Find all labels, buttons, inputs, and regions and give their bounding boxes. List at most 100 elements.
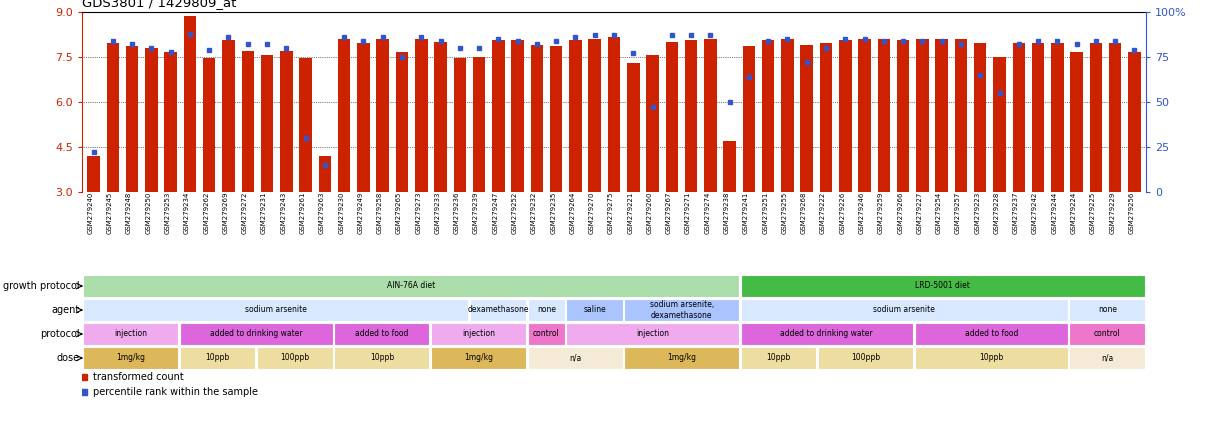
Text: none: none [537,305,556,314]
Text: added to food: added to food [356,329,409,338]
Bar [511,40,523,192]
Bar [83,323,178,345]
Text: GSM279255: GSM279255 [781,192,788,234]
Bar [955,39,967,192]
Text: GSM279257: GSM279257 [955,192,961,234]
Text: GSM279226: GSM279226 [839,192,845,234]
Text: GSM279230: GSM279230 [338,192,344,234]
Bar [180,323,333,345]
Bar [528,323,564,345]
Text: GSM279241: GSM279241 [743,192,749,234]
Text: GSM279259: GSM279259 [878,192,884,234]
Bar [704,39,716,192]
Bar [376,39,390,192]
Text: injection: injection [113,329,147,338]
Text: GSM279254: GSM279254 [936,192,942,234]
Bar [625,299,739,321]
Text: GSM279263: GSM279263 [318,192,324,234]
Text: GSM279253: GSM279253 [165,192,171,234]
Text: 10ppb: 10ppb [370,353,394,362]
Bar [859,39,871,192]
Bar [1013,44,1025,192]
Bar [625,348,739,369]
Text: GSM279234: GSM279234 [185,192,189,234]
Text: GSM279268: GSM279268 [801,192,807,234]
Text: n/a: n/a [569,353,581,362]
Bar [434,42,446,192]
Bar [473,57,485,192]
Text: AIN-76A diet: AIN-76A diet [387,281,435,290]
Text: injection: injection [637,329,669,338]
Text: GSM279262: GSM279262 [204,192,209,234]
Text: GSM279244: GSM279244 [1052,192,1058,234]
Bar [1070,323,1146,345]
Bar [1071,52,1083,192]
Text: GSM279236: GSM279236 [453,192,459,234]
Bar [1052,44,1064,192]
Text: 1mg/kg: 1mg/kg [667,353,696,362]
Text: GSM279249: GSM279249 [357,192,363,234]
Text: transformed count: transformed count [93,372,183,382]
Text: 10ppb: 10ppb [766,353,791,362]
Text: GSM279265: GSM279265 [396,192,402,234]
Bar [569,40,581,192]
Bar [740,348,816,369]
Bar [83,299,468,321]
Text: LRD-5001 diet: LRD-5001 diet [915,281,971,290]
Bar [145,48,158,192]
Bar [974,44,987,192]
Bar [469,299,526,321]
Text: GSM279245: GSM279245 [107,192,113,234]
Bar [299,59,312,192]
Text: 100ppb: 100ppb [851,353,880,362]
Text: GSM279239: GSM279239 [473,192,479,234]
Bar [528,299,564,321]
Bar [685,40,697,192]
Text: GDS3801 / 1429809_at: GDS3801 / 1429809_at [82,0,236,9]
Text: GSM279275: GSM279275 [608,192,614,234]
Text: GSM279243: GSM279243 [280,192,286,234]
Text: GSM279248: GSM279248 [127,192,133,234]
Bar [1089,44,1102,192]
Text: GSM279231: GSM279231 [260,192,267,234]
Bar [1108,44,1122,192]
Bar [125,47,139,192]
Bar [897,40,909,192]
Bar [914,323,1067,345]
Bar [260,56,274,192]
Text: added to food: added to food [965,329,1018,338]
Text: GSM279252: GSM279252 [511,192,517,234]
Bar [801,45,813,192]
Text: sodium arsenite: sodium arsenite [245,305,306,314]
Text: GSM279273: GSM279273 [415,192,421,234]
Text: dose: dose [57,353,80,363]
Text: 1mg/kg: 1mg/kg [464,353,493,362]
Text: GSM279264: GSM279264 [569,192,575,234]
Text: 10ppb: 10ppb [205,353,229,362]
Text: GSM279222: GSM279222 [820,192,826,234]
Bar [431,323,526,345]
Text: GSM279232: GSM279232 [531,192,537,234]
Bar [1070,348,1146,369]
Bar [531,45,543,192]
Bar [431,348,526,369]
Text: GSM279240: GSM279240 [88,192,94,234]
Text: injection: injection [462,329,496,338]
Text: GSM279260: GSM279260 [646,192,652,234]
Text: GSM279224: GSM279224 [1071,192,1077,234]
Bar [762,40,774,192]
Text: control: control [1094,329,1120,338]
Text: GSM279266: GSM279266 [897,192,903,234]
Bar [415,39,427,192]
Bar [839,40,851,192]
Bar [396,52,409,192]
Text: GSM279223: GSM279223 [974,192,980,234]
Bar [1070,299,1146,321]
Bar [164,52,177,192]
Text: saline: saline [584,305,607,314]
Text: GSM279221: GSM279221 [627,192,633,234]
Text: GSM279261: GSM279261 [299,192,305,234]
Bar [222,40,235,192]
Text: sodium arsenite,
dexamethasone: sodium arsenite, dexamethasone [650,300,714,320]
Text: added to drinking water: added to drinking water [780,329,873,338]
